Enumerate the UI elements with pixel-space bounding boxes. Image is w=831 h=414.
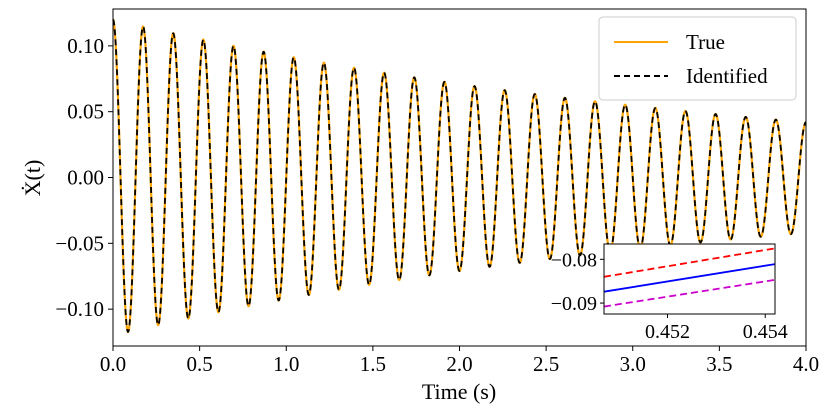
legend-box <box>598 16 797 101</box>
inset-x-tick-label: 0.454 <box>743 321 788 343</box>
x-tick-label: 2.5 <box>533 352 559 376</box>
y-axis-label: Ẋ(t) <box>20 160 45 197</box>
inset-x-tick-label: 0.452 <box>645 321 690 343</box>
inset: 0.452 0.454 −0.08 −0.09 <box>551 243 788 343</box>
legend-label-identified: Identified <box>686 64 768 88</box>
inset-y-axis: −0.08 −0.09 <box>551 249 604 315</box>
main-lines <box>112 18 807 334</box>
x-tick-label: 2.0 <box>446 352 472 376</box>
x-tick-label: 4.0 <box>793 352 819 376</box>
x-tick-label: 1.5 <box>360 352 386 376</box>
x-tick-label: 0.0 <box>100 352 126 376</box>
legend: True Identified <box>598 16 797 101</box>
inset-y-tick-label: −0.09 <box>551 293 597 315</box>
legend-label-true: True <box>686 30 725 54</box>
x-axis: 0.0 0.5 1.0 1.5 2.0 2.5 3.0 3.5 4.0 <box>100 346 819 376</box>
y-tick-label: −0.10 <box>55 297 104 321</box>
inset-line-lower-bound <box>603 278 776 308</box>
inset-y-tick-label: −0.08 <box>551 249 597 271</box>
inset-line-mean <box>603 263 776 293</box>
y-axis: 0.10 0.05 0.00 −0.05 −0.10 <box>55 34 113 321</box>
inset-background <box>604 244 775 314</box>
y-tick-label: −0.05 <box>55 231 104 255</box>
x-tick-label: 1.0 <box>273 352 299 376</box>
y-tick-label: 0.05 <box>67 100 104 124</box>
series-line-identified <box>112 18 807 334</box>
x-tick-label: 0.5 <box>187 352 213 376</box>
x-tick-label: 3.0 <box>620 352 646 376</box>
y-tick-label: 0.10 <box>67 34 104 58</box>
inset-x-axis: 0.452 0.454 <box>645 314 788 343</box>
inset-lines <box>603 247 776 308</box>
x-tick-label: 3.5 <box>706 352 732 376</box>
y-tick-label: 0.00 <box>67 166 104 190</box>
inset-line-upper-bound <box>603 247 776 278</box>
x-axis-label: Time (s) <box>422 379 496 404</box>
inset-frame <box>603 243 776 315</box>
